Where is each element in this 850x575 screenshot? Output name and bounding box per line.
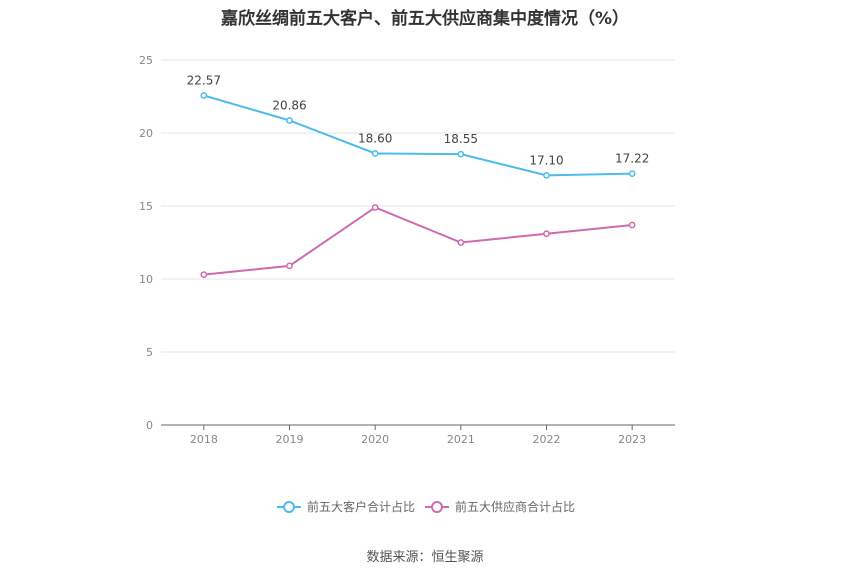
y-tick-label: 10 (139, 273, 153, 286)
legend-label: 前五大供应商合计占比 (455, 499, 575, 514)
legend-item[interactable]: 前五大供应商合计占比 (425, 499, 575, 514)
x-tick-label: 2021 (447, 433, 475, 446)
legend[interactable]: 前五大客户合计占比 前五大供应商合计占比 (277, 499, 575, 514)
data-point[interactable] (628, 170, 636, 177)
legend-marker (431, 501, 443, 513)
series-group: 22.57 20.86 18.60 18.55 17.10 17.22 (187, 73, 649, 278)
data-point[interactable] (371, 204, 379, 211)
grid-lines (161, 59, 675, 353)
legend-label: 前五大客户合计占比 (307, 499, 415, 514)
x-tick-label: 2019 (276, 433, 304, 446)
data-source: 数据来源：恒生聚源 (366, 550, 484, 565)
y-axis-ticks: 0 5 10 15 20 25 (139, 54, 153, 432)
y-tick-label: 15 (139, 200, 153, 213)
x-tick-label: 2022 (533, 433, 561, 446)
legend-marker (283, 501, 295, 513)
data-point[interactable] (543, 230, 550, 238)
legend-item[interactable]: 前五大客户合计占比 (277, 499, 415, 514)
data-label: 22.57 (187, 73, 221, 87)
data-point[interactable] (200, 92, 208, 99)
y-tick-label: 20 (139, 127, 153, 140)
x-tick-label: 2020 (361, 433, 389, 446)
series-line (203, 94, 633, 177)
data-point[interactable] (200, 271, 208, 278)
x-axis-ticks: 2018 2019 2020 2021 2022 2023 (190, 425, 646, 446)
data-label: 18.55 (444, 132, 478, 146)
data-point[interactable] (457, 150, 465, 158)
y-tick-label: 5 (146, 346, 153, 359)
data-label: 20.86 (272, 98, 306, 112)
line-chart: 0 5 10 15 20 25 2018 2019 2020 2021 2022 2023 22.5… (139, 54, 675, 514)
data-point[interactable] (543, 171, 550, 179)
data-point[interactable] (628, 221, 636, 229)
data-point[interactable] (457, 239, 465, 246)
data-point[interactable] (371, 150, 379, 157)
x-tick-label: 2018 (190, 433, 218, 446)
y-tick-label: 0 (146, 419, 153, 432)
data-label: 17.22 (615, 152, 649, 166)
data-label: 18.60 (358, 131, 392, 145)
x-tick-label: 2023 (618, 433, 646, 446)
data-point[interactable] (286, 117, 293, 124)
data-label: 17.10 (529, 153, 563, 167)
chart-title: 嘉欣丝绸前五大客户、前五大供应商集中度情况（%） (220, 9, 630, 29)
series-line (203, 206, 633, 276)
data-point[interactable] (286, 262, 293, 270)
y-tick-label: 25 (139, 54, 153, 67)
